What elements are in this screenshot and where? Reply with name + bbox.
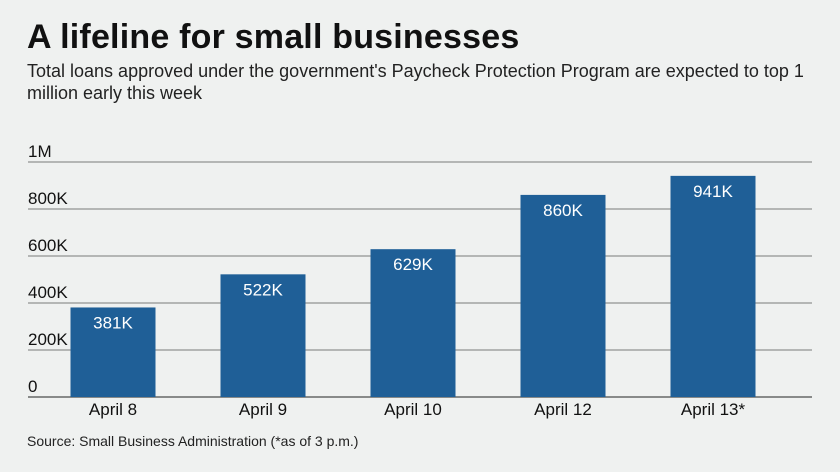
- chart-subtitle: Total loans approved under the governmen…: [27, 61, 804, 103]
- bar-value-label: 860K: [543, 201, 583, 220]
- bar: [520, 194, 606, 397]
- x-axis-tick-labels: April 8 April 9 April 10 April 12 April 13*: [89, 400, 746, 419]
- x-tick-label: April 10: [384, 400, 442, 419]
- bar-value-label: 941K: [693, 182, 733, 201]
- bar: [370, 249, 456, 397]
- bar-value-labels: 381K 522K 629K 860K 941K: [93, 182, 733, 333]
- x-tick-label: April 9: [239, 400, 287, 419]
- bar-value-label: 522K: [243, 280, 283, 299]
- bar-value-label: 381K: [93, 313, 133, 332]
- bar: [670, 175, 756, 397]
- x-tick-label: April 12: [534, 400, 592, 419]
- x-tick-label: April 13*: [681, 400, 746, 419]
- x-tick-label: April 8: [89, 400, 137, 419]
- y-tick-label: 800K: [28, 189, 68, 208]
- y-axis-tick-labels: 0 200K 400K 600K 800K 1M: [28, 142, 68, 396]
- chart-title: A lifeline for small businesses: [27, 18, 520, 56]
- bar-value-label: 629K: [393, 255, 433, 274]
- y-tick-label: 0: [28, 377, 37, 396]
- y-tick-label: 600K: [28, 236, 68, 255]
- bars: [70, 175, 756, 397]
- source-note: Source: Small Business Administration (*…: [27, 433, 359, 449]
- bar: [220, 274, 306, 397]
- y-tick-label: 400K: [28, 283, 68, 302]
- y-tick-label: 200K: [28, 330, 68, 349]
- y-tick-label: 1M: [28, 142, 52, 161]
- bar: [70, 307, 156, 397]
